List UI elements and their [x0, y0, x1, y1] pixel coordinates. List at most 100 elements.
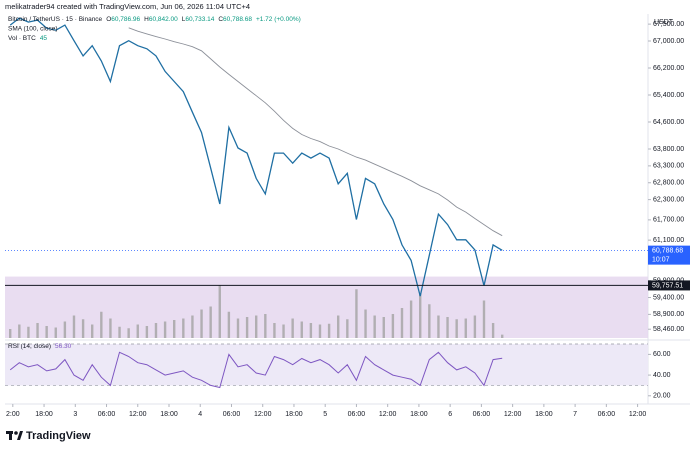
x-tick-label: 5 — [323, 411, 327, 418]
volume-bar — [36, 323, 39, 338]
volume-bar — [136, 324, 139, 338]
x-tick-label: 12:00 — [504, 411, 522, 418]
volume-bar — [227, 311, 231, 338]
legend-name: Bitcoin / TetherUS · 15 · Binance — [8, 16, 103, 23]
rsi-y-tick-label: 20.00 — [653, 393, 671, 400]
volume-bar — [355, 289, 358, 338]
x-tick-label: 18:00 — [410, 411, 428, 418]
volume-bar — [382, 317, 385, 338]
volume-bar — [455, 319, 458, 338]
volume-bar — [282, 324, 285, 338]
y-tick-label: 65,400.00 — [653, 92, 684, 99]
volume-bar — [27, 326, 30, 338]
legend-volume: Vol · BTC 45 — [8, 35, 47, 42]
x-tick-label: 06:00 — [223, 411, 241, 418]
volume-bar — [245, 317, 249, 338]
author-line: melikatrader94 created with TradingView.… — [5, 2, 250, 11]
x-tick-label: 2:00 — [6, 411, 20, 418]
ohlc-value: 60,786.96 — [111, 16, 140, 23]
volume-bar — [473, 315, 477, 338]
rsi-value: 56.30 — [55, 343, 72, 350]
legend-sma: SMA (100, close) — [8, 26, 58, 33]
countdown: 10:07 — [652, 256, 670, 263]
y-tick-label: 62,300.00 — [653, 196, 684, 203]
ohlc-value: 60,733.14 — [185, 16, 214, 23]
volume-bar — [63, 321, 67, 338]
logo-part — [9, 431, 12, 440]
x-tick-label: 18:00 — [535, 411, 553, 418]
volume-bar — [236, 318, 240, 338]
volume-bar — [173, 320, 176, 338]
legend-symbol: Bitcoin / TetherUS · 15 · Binance O60,786… — [8, 16, 301, 23]
rsi-band — [5, 344, 648, 386]
volume-bar — [191, 315, 194, 338]
ohlc-key: O — [106, 16, 111, 23]
volume-bar — [109, 318, 112, 338]
last-price-label: 60,788.68 — [652, 247, 683, 254]
volume-bar — [218, 285, 221, 338]
y-tick-label: 62,800.00 — [653, 180, 684, 187]
x-tick-label: 12:00 — [629, 411, 647, 418]
x-tick-label: 18:00 — [35, 411, 53, 418]
price-line — [9, 17, 503, 297]
rsi-y-tick-label: 40.00 — [653, 372, 671, 379]
volume-bar — [100, 311, 103, 338]
volume-bar — [118, 326, 121, 338]
volume-bar — [373, 315, 376, 338]
y-tick-label: 67,500.00 — [653, 21, 684, 28]
y-tick-label: 64,600.00 — [653, 119, 684, 126]
price-line-tag — [648, 280, 690, 291]
y-tick-label: 58,900.00 — [653, 311, 684, 318]
volume-bar — [209, 306, 212, 338]
volume-bar — [154, 323, 158, 338]
x-tick-label: 12:00 — [379, 411, 397, 418]
sma-line — [128, 27, 503, 237]
ohlc-value: 60,842.00 — [149, 16, 178, 23]
volume-bar — [91, 324, 94, 338]
ohlc-key: L — [182, 16, 186, 23]
volume-bar — [300, 321, 303, 338]
volume-bar — [200, 309, 203, 338]
brand: TradingView — [26, 430, 91, 442]
y-tick-label: 63,300.00 — [653, 163, 684, 170]
volume-bar — [346, 319, 349, 338]
rsi-line — [9, 351, 503, 389]
volume-bar — [337, 315, 340, 338]
volume-bar — [291, 318, 294, 338]
volume-value: 45 — [40, 35, 48, 42]
volume-name: Vol · BTC — [8, 35, 36, 42]
y-tick-label: 59,400.00 — [653, 294, 684, 301]
volume-bar — [419, 293, 422, 338]
currency: USDT — [654, 19, 674, 26]
ohlc-key: H — [144, 16, 149, 23]
volume-bar — [45, 326, 48, 338]
volume-bar — [446, 317, 449, 338]
change: +1.72 (+0.00%) — [256, 16, 301, 23]
volume-bar — [491, 323, 495, 338]
x-tick-label: 3 — [73, 411, 77, 418]
logo-part — [14, 431, 18, 435]
volume-bar — [400, 308, 404, 338]
y-tick-label: 61,100.00 — [653, 237, 684, 244]
x-tick-label: 18:00 — [160, 411, 178, 418]
y-tick-label: 66,200.00 — [653, 65, 684, 72]
volume-bar — [409, 300, 413, 338]
volume-bar — [81, 319, 85, 338]
y-tick-label: 61,700.00 — [653, 217, 684, 224]
volume-bar — [18, 324, 21, 338]
volume-bar — [482, 300, 486, 338]
zone — [5, 276, 648, 338]
x-tick-label: 7 — [573, 411, 577, 418]
volume-bar — [163, 321, 167, 338]
ohlc-value: 60,788.68 — [223, 16, 252, 23]
volume-bar — [127, 328, 130, 338]
volume-bar — [437, 315, 440, 338]
y-tick-label: 67,000.00 — [653, 38, 684, 45]
x-tick-label: 06:00 — [348, 411, 366, 418]
brand-logo — [6, 431, 23, 440]
x-tick-label: 12:00 — [254, 411, 272, 418]
volume-bar — [72, 315, 76, 338]
volume-bar — [327, 323, 331, 338]
last-price-tag — [648, 245, 690, 265]
